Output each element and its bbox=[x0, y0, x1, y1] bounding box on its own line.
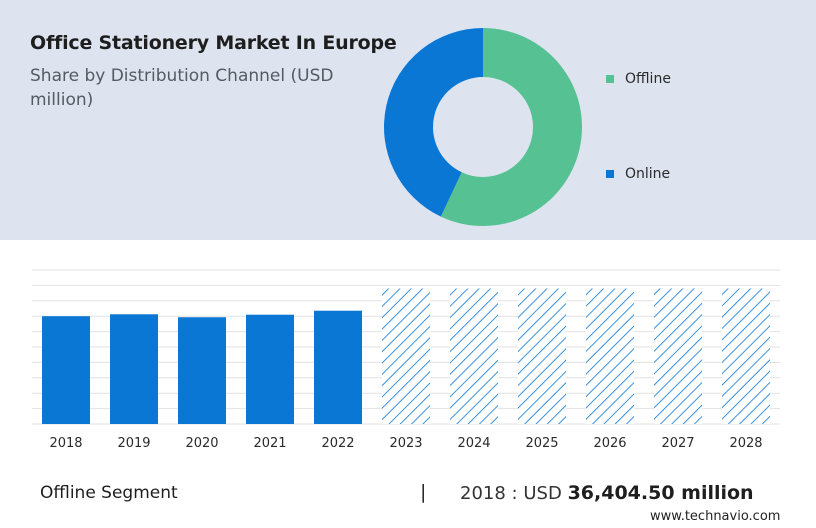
page-title: Office Stationery Market In Europe bbox=[30, 32, 397, 54]
bar-2021 bbox=[246, 314, 294, 424]
bar-2019 bbox=[110, 314, 158, 424]
donut-slice-online bbox=[384, 28, 483, 217]
legend-label-online: Online bbox=[625, 166, 671, 182]
legend-label-offline: Offline bbox=[625, 71, 671, 87]
x-tick-label: 2018 bbox=[49, 436, 82, 451]
bar-2027 bbox=[654, 288, 702, 424]
footer-separator: : bbox=[511, 483, 518, 504]
bar-2018 bbox=[42, 316, 90, 424]
footer-amount: 36,404.50 million bbox=[567, 482, 754, 504]
legend-swatch-online bbox=[606, 170, 614, 178]
footer-divider: | bbox=[420, 481, 427, 503]
footer-value: 2018 : USD 36,404.50 million bbox=[460, 482, 754, 504]
footer-year: 2018 bbox=[460, 483, 506, 504]
bar-chart: 2018 2019 2020 2021 2022 2023 2024 2025 2026 2027… bbox=[32, 269, 780, 451]
bar-2020 bbox=[178, 317, 226, 424]
x-tick-label: 2028 bbox=[729, 436, 762, 451]
bar-2028 bbox=[722, 288, 770, 424]
bar-2025 bbox=[518, 288, 566, 424]
x-tick-label: 2023 bbox=[389, 436, 422, 451]
x-tick-label: 2026 bbox=[593, 436, 626, 451]
legend-swatch-offline bbox=[606, 75, 614, 83]
top-panel: Office Stationery Market In Europe Share… bbox=[0, 0, 816, 240]
x-tick-label: 2024 bbox=[457, 436, 490, 451]
x-tick-label: 2027 bbox=[661, 436, 694, 451]
x-tick-label: 2025 bbox=[525, 436, 558, 451]
x-tick-label: 2019 bbox=[117, 436, 150, 451]
legend-item-online: Online bbox=[606, 166, 670, 182]
footer-currency: USD bbox=[523, 483, 562, 504]
x-tick-label: 2021 bbox=[253, 436, 286, 451]
watermark-text: www.technavio.com bbox=[650, 509, 781, 524]
legend-item-offline: Offline bbox=[606, 71, 671, 87]
x-tick-label: 2020 bbox=[185, 436, 218, 451]
bar-2024 bbox=[450, 288, 498, 424]
bar-2026 bbox=[586, 288, 634, 424]
donut-slice-offline bbox=[440, 28, 582, 226]
donut-chart bbox=[384, 28, 582, 226]
page-subtitle: Share by Distribution Channel (USD milli… bbox=[30, 66, 334, 110]
bar-2023 bbox=[382, 288, 430, 424]
x-tick-label: 2022 bbox=[321, 436, 354, 451]
bar-2022 bbox=[314, 310, 362, 424]
footer-segment-label: Offline Segment bbox=[40, 483, 178, 503]
